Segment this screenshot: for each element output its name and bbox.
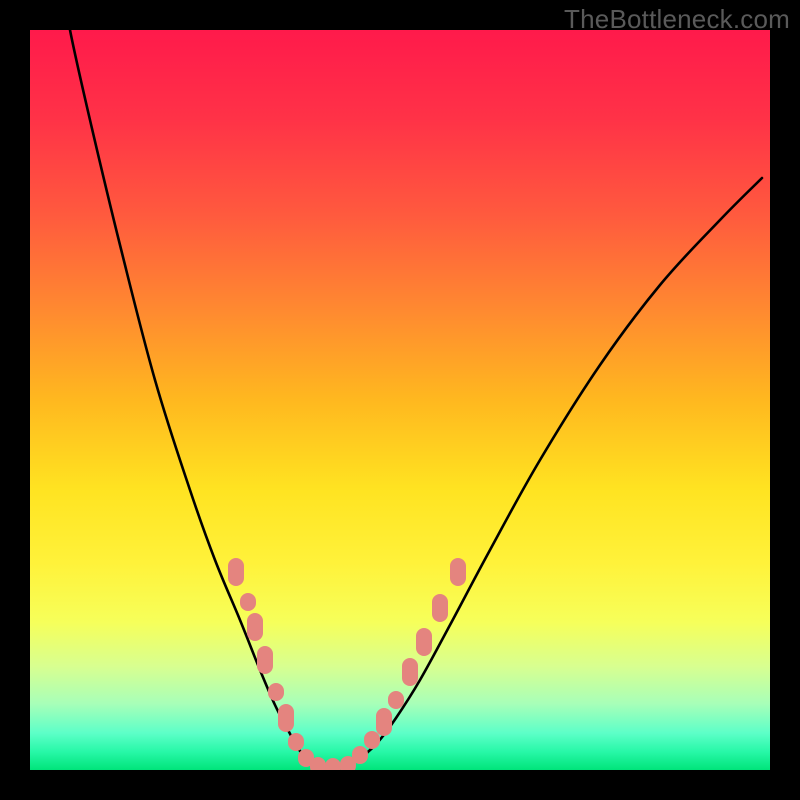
series-marker [247, 613, 263, 641]
series-marker [364, 731, 380, 749]
series-marker [240, 593, 256, 611]
series-marker [257, 646, 273, 674]
series-marker [288, 733, 304, 751]
watermark-text: TheBottleneck.com [564, 4, 790, 35]
series-marker [450, 558, 466, 586]
series-marker [388, 691, 404, 709]
series-marker [278, 704, 294, 732]
series-marker [376, 708, 392, 736]
series-marker [402, 658, 418, 686]
chart-stage: TheBottleneck.com [0, 0, 800, 800]
series-marker [352, 746, 368, 764]
series-marker [228, 558, 244, 586]
chart-svg [0, 0, 800, 800]
series-marker [268, 683, 284, 701]
plot-background [30, 30, 770, 770]
series-marker [432, 594, 448, 622]
series-marker [416, 628, 432, 656]
